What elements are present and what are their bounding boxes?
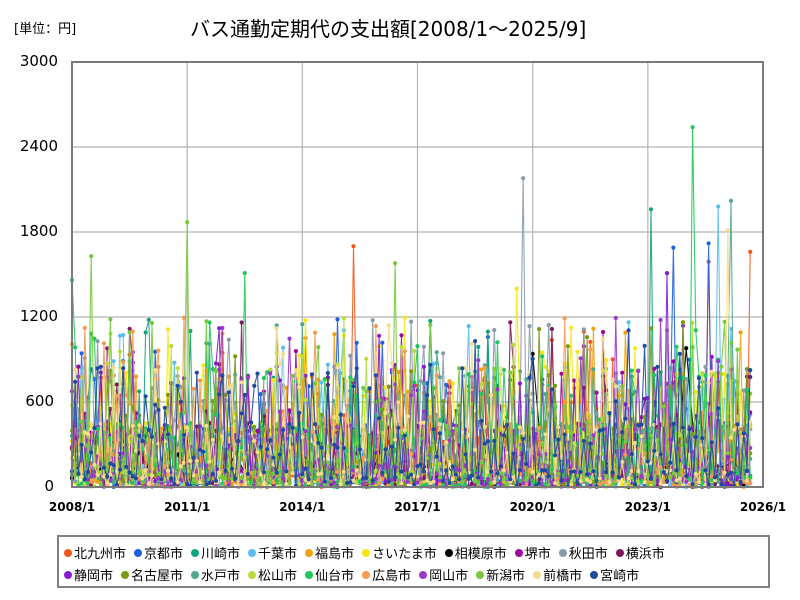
x-tick-label: 2008/1 [48, 500, 96, 514]
x-tick-label: 2023/1 [624, 500, 671, 514]
legend-marker-icon [533, 571, 542, 579]
legend-marker-icon [64, 571, 72, 579]
legend-marker-icon [248, 571, 257, 579]
legend-marker-icon [134, 549, 143, 557]
y-tick-label: 600 [25, 392, 54, 410]
legend: 北九州市 京都市 川崎市 千葉市 福島市 さいたま市 相模原市 堺市 秋田市 横浜市 静岡市 名古屋… [57, 535, 770, 588]
unit-label: [単位：円] [14, 22, 77, 37]
legend-marker-icon [191, 549, 200, 557]
legend-row-2: 静岡市 名古屋市 水戸市 松山市 仙台市 広島市 岡山市 新潟市 前橋市 宮崎市 [64, 565, 647, 584]
x-tick-label: 2026/1 [739, 500, 787, 514]
legend-marker-icon [248, 549, 257, 557]
legend-marker-icon [514, 549, 523, 557]
legend-marker-icon [590, 571, 599, 579]
legend-row-1: 北九州市 京都市 川崎市 千葉市 福島市 さいたま市 相模原市 堺市 秋田市 横浜市 [64, 543, 673, 562]
legend-item: 宮崎市 [590, 565, 639, 584]
legend-marker-icon [305, 571, 314, 579]
legend-label: 京都市 [144, 547, 184, 562]
y-tick-label: 0 [44, 477, 54, 495]
legend-marker-icon [362, 549, 371, 557]
legend-label: 静岡市 [74, 569, 114, 584]
legend-label: 千葉市 [258, 547, 298, 562]
legend-label: 仙台市 [315, 569, 355, 584]
legend-label: さいたま市 [372, 547, 437, 562]
legend-label: 松山市 [258, 569, 298, 584]
legend-item: 秋田市 [558, 543, 608, 562]
legend-label: 川崎市 [201, 547, 241, 562]
legend-item: 松山市 [248, 565, 297, 584]
legend-marker-icon [305, 549, 314, 557]
legend-label: 堺市 [524, 547, 551, 562]
legend-label: 相模原市 [454, 547, 507, 562]
legend-item: 横浜市 [615, 543, 665, 562]
legend-item: 広島市 [362, 565, 411, 584]
legend-label: 北九州市 [74, 547, 127, 562]
legend-marker-icon [419, 571, 428, 579]
y-tick-label: 1800 [19, 222, 58, 240]
legend-marker-icon [64, 549, 72, 557]
legend-label: 岡山市 [429, 569, 469, 584]
legend-marker-icon [191, 571, 200, 579]
x-tick-label: 2020/1 [509, 500, 556, 514]
legend-item: 仙台市 [305, 565, 354, 584]
legend-marker-icon [444, 549, 453, 557]
legend-label: 宮崎市 [600, 569, 640, 584]
legend-item: 堺市 [514, 543, 551, 562]
x-tick-label: 2011/1 [164, 500, 211, 514]
legend-item: 新潟市 [476, 565, 525, 584]
legend-label: 福島市 [315, 547, 355, 562]
legend-label: 新潟市 [486, 569, 526, 584]
legend-item: 静岡市 [64, 565, 113, 584]
legend-marker-icon [362, 571, 371, 579]
legend-item: 京都市 [134, 543, 183, 562]
y-tick-label: 1200 [19, 307, 58, 325]
legend-marker-icon [615, 549, 624, 557]
legend-label: 横浜市 [625, 547, 665, 562]
legend-item: 前橋市 [533, 565, 582, 584]
legend-item: 名古屋市 [121, 565, 183, 584]
legend-item: 岡山市 [419, 565, 468, 584]
y-tick-label: 2400 [19, 137, 58, 155]
y-tick-label: 3000 [19, 52, 58, 70]
legend-label: 前橋市 [543, 569, 583, 584]
legend-item: 北九州市 [64, 543, 126, 562]
legend-item: 千葉市 [248, 543, 297, 562]
legend-item: 福島市 [305, 543, 354, 562]
legend-marker-icon [121, 571, 130, 579]
legend-marker-icon [558, 549, 567, 557]
legend-marker-icon [476, 571, 485, 579]
legend-label: 秋田市 [568, 547, 608, 562]
x-tick-label: 2017/1 [394, 500, 441, 514]
legend-label: 水戸市 [201, 569, 241, 584]
x-tick-label: 2014/1 [279, 500, 326, 514]
legend-item: 川崎市 [191, 543, 240, 562]
legend-item: さいたま市 [362, 543, 437, 562]
chart-title: バス通勤定期代の支出額[2008/1～2025/9] [190, 17, 587, 41]
legend-item: 水戸市 [191, 565, 240, 584]
legend-label: 名古屋市 [131, 569, 184, 584]
legend-item: 相模原市 [444, 543, 507, 562]
legend-label: 広島市 [372, 569, 412, 584]
